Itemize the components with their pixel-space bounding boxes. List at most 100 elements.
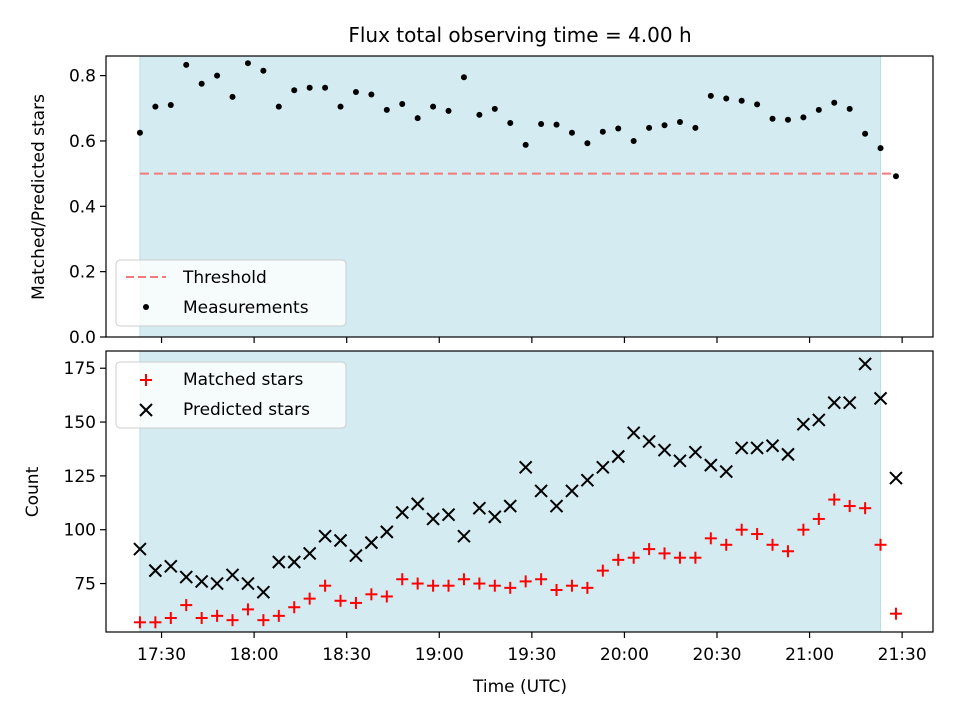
predicted-star-point [827, 395, 841, 410]
matched-star-point [457, 573, 470, 586]
predicted-star-point [796, 417, 811, 431]
measurement-point [877, 145, 884, 152]
predicted-star-point [688, 445, 703, 459]
top-plot-frame [105, 55, 934, 338]
measurement-point [214, 72, 221, 79]
matched-stars-points [133, 493, 902, 629]
bottom-x-tick-label: 21:00 [785, 645, 834, 665]
measurement-point [538, 120, 545, 127]
bottom-x-tick-label: 18:30 [322, 645, 371, 665]
predicted-star-point [503, 499, 517, 513]
matched-star-point [735, 523, 748, 536]
measurement-point [831, 99, 838, 106]
predicted-star-point [457, 529, 471, 543]
predicted-star-point [565, 484, 579, 498]
top-y-tick-label: 0.8 [69, 67, 96, 87]
predicted-star-point [349, 548, 363, 563]
matched-star-point [257, 614, 270, 627]
matched-star-point [673, 551, 686, 564]
measurement-point [291, 87, 298, 94]
predicted-star-point [673, 454, 687, 468]
predicted-star-point [549, 499, 564, 513]
predicted-stars-points [133, 357, 903, 599]
predicted-star-point [858, 357, 872, 371]
measurement-point [306, 84, 313, 91]
predicted-star-point [395, 505, 409, 520]
top-legend-box [115, 259, 347, 327]
predicted-star-point [642, 434, 656, 449]
measurement-point [352, 88, 359, 95]
matched-star-point [535, 573, 548, 586]
predicted-star-point [873, 391, 888, 406]
measurement-point [152, 103, 159, 110]
measurement-point [784, 116, 791, 123]
predicted-star-point [194, 574, 209, 589]
matched-star-point [411, 577, 424, 590]
matched-star-point [149, 616, 162, 629]
matched-star-point [195, 612, 208, 625]
predicted-star-point [518, 460, 533, 474]
count-panel: 75 100 125 150 175 17:30 18:00 18:30 19:00 19:30… [23, 350, 934, 697]
bottom-x-tick-label: 19:00 [415, 645, 464, 665]
matched-star-point [781, 545, 794, 558]
bottom-y-tick-label: 75 [74, 575, 96, 595]
matched-star-point [349, 596, 362, 609]
matched-star-point [843, 500, 856, 513]
predicted-star-point [472, 501, 487, 515]
measurement-point [275, 103, 282, 110]
matched-star-point [519, 575, 532, 588]
measurement-points [136, 60, 899, 180]
measurement-point [568, 129, 575, 136]
matched-star-point [427, 579, 440, 592]
matched-star-point [612, 553, 625, 566]
matched-star-point [396, 573, 409, 586]
bottom-x-tick-label: 18:00 [230, 645, 279, 665]
matched-star-point [365, 588, 378, 601]
measurement-point [460, 74, 467, 81]
predicted-legend-marker [139, 403, 153, 417]
matched-star-point [303, 592, 316, 605]
matched-star-point [720, 538, 733, 551]
predicted-star-point [765, 439, 780, 453]
predicted-star-point [781, 447, 795, 462]
measurement-point [738, 97, 745, 104]
matched-star-point [211, 609, 224, 622]
x-axis-label: Time (UTC) [472, 677, 567, 697]
measurement-point [661, 122, 668, 129]
measurement-point [676, 119, 683, 126]
matched-star-point [241, 603, 254, 616]
matched-star-point [627, 551, 640, 564]
predicted-star-point [272, 555, 286, 569]
measurement-point [862, 130, 869, 137]
measurement-point [368, 91, 375, 98]
measurement-point [646, 124, 653, 131]
measurement-point [584, 140, 591, 147]
predicted-star-point [241, 576, 255, 591]
predicted-star-point [426, 512, 440, 526]
top-y-tick-label: 0.6 [69, 132, 96, 152]
predicted-star-point [580, 473, 595, 487]
matched-star-point [164, 612, 177, 625]
predicted-star-point [611, 449, 625, 464]
matched-star-point [828, 493, 841, 506]
predicted-star-point [364, 535, 379, 550]
measurement-legend-label: Measurements [183, 298, 309, 318]
matched-star-point [704, 532, 717, 545]
predicted-star-point [704, 458, 718, 472]
matched-legend-marker [140, 374, 152, 386]
measurement-point [476, 111, 483, 118]
matched-star-point [380, 590, 393, 603]
measurement-point [707, 92, 714, 99]
measurement-point [723, 95, 730, 102]
measurement-point [692, 124, 699, 131]
measurement-point [430, 103, 437, 110]
measurement-point [754, 101, 761, 108]
matched-star-point [812, 512, 825, 525]
predicted-legend-label: Predicted stars [183, 400, 310, 420]
bottom-y-tick-label: 150 [64, 413, 96, 433]
measurement-point [399, 101, 406, 108]
matched-star-point [288, 601, 301, 614]
matched-star-point [334, 594, 347, 607]
bottom-x-ticks: 17:30 18:00 18:30 19:00 19:30 20:00 20:30 21:00… [137, 632, 927, 665]
matched-star-point [226, 614, 239, 627]
